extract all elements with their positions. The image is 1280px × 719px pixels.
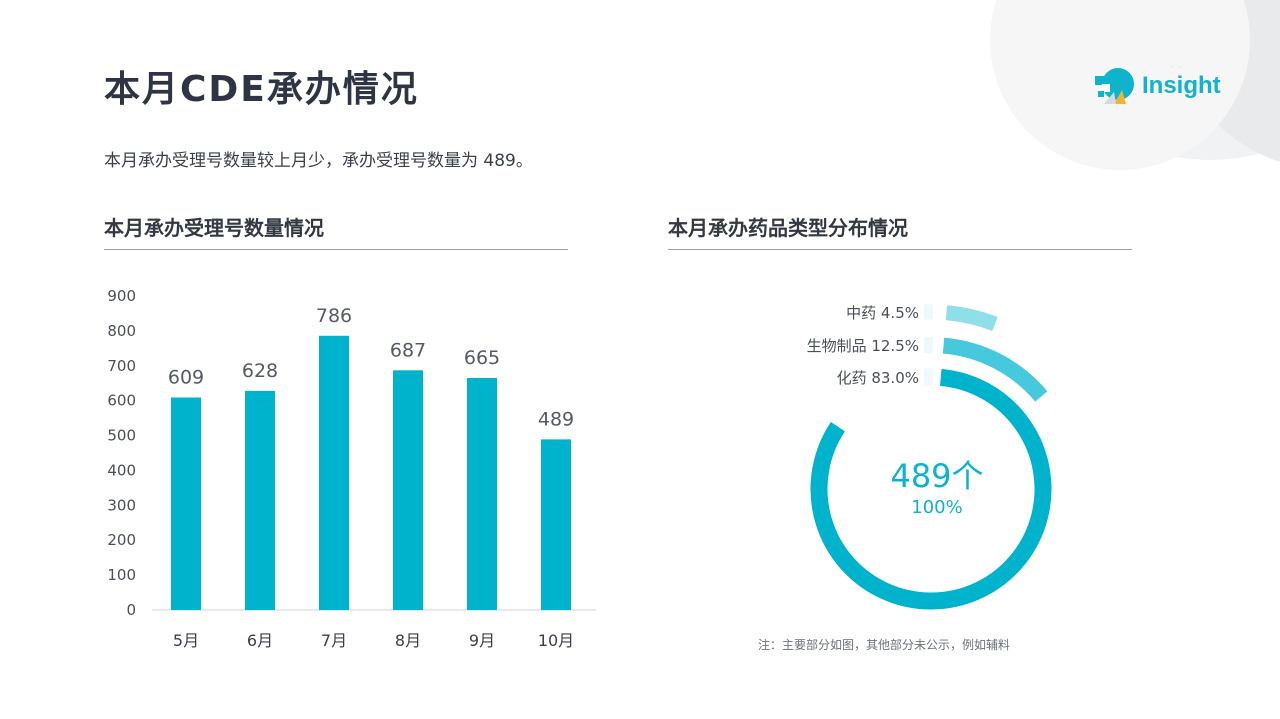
page-title: 本月CDE承办情况 [104,69,419,110]
donut-chart-title: 本月承办药品类型分布情况 [668,216,908,240]
bar-value-label: 786 [316,305,352,327]
bar-value-label: 628 [242,360,278,382]
bar-2 [245,390,275,610]
bar-3 [319,335,349,610]
ring-segment-3 [810,368,1052,610]
bar-5 [467,377,497,610]
ring-segment-2 [942,337,1048,402]
bar-chart-title: 本月承办受理号数量情况 [104,216,324,240]
y-tick-label: 700 [107,357,136,375]
y-tick-label: 900 [107,287,136,305]
bar-value-label: 609 [168,367,204,389]
y-tick-label: 200 [107,531,136,549]
bar-value-label: 687 [390,339,426,361]
donut-center-value: 489个 [890,457,983,495]
x-tick-label: 10月 [538,631,574,650]
brand-logo: Insight [1092,64,1242,108]
bar-value-label: 665 [464,347,500,369]
bar-chart: 0 100 200 300 400 500 600 700 800 900 609 5月 628 6月 78… [107,287,596,650]
bar-6 [541,439,571,610]
ring-label: 生物制品 12.5% [807,337,919,355]
x-tick-label: 6月 [247,631,273,650]
bar-4 [393,370,423,610]
ring-start-cap [924,368,933,386]
footnote: 注：主要部分如图，其他部分未公示，例如辅料 [758,638,1011,652]
donut-chart-divider [668,249,1132,250]
ring-start-cap [924,304,933,320]
y-tick-label: 500 [107,427,136,445]
y-tick-label: 300 [107,496,136,514]
ring-label: 化药 83.0% [837,369,919,387]
donut-center-percent: 100% [911,497,962,518]
summary-text: 本月承办受理号数量较上月少，承办受理号数量为 489。 [104,151,533,171]
y-tick-label: 0 [126,601,136,619]
logo-text: Insight [1142,72,1221,99]
x-tick-label: 7月 [321,631,347,650]
logo-icon [1095,68,1134,104]
bar-value-label: 489 [538,408,574,430]
x-tick-label: 8月 [395,631,421,650]
y-tick-label: 100 [107,566,136,584]
bar-1 [171,397,201,610]
y-tick-label: 800 [107,322,136,340]
x-tick-label: 9月 [469,631,495,650]
x-tick-label: 5月 [173,631,199,650]
bar-chart-divider [104,249,568,250]
y-tick-label: 600 [107,392,136,410]
y-tick-label: 400 [107,461,136,479]
ring-start-cap [924,337,933,353]
ring-label: 中药 4.5% [846,304,919,322]
ring-segment-1 [945,305,998,332]
